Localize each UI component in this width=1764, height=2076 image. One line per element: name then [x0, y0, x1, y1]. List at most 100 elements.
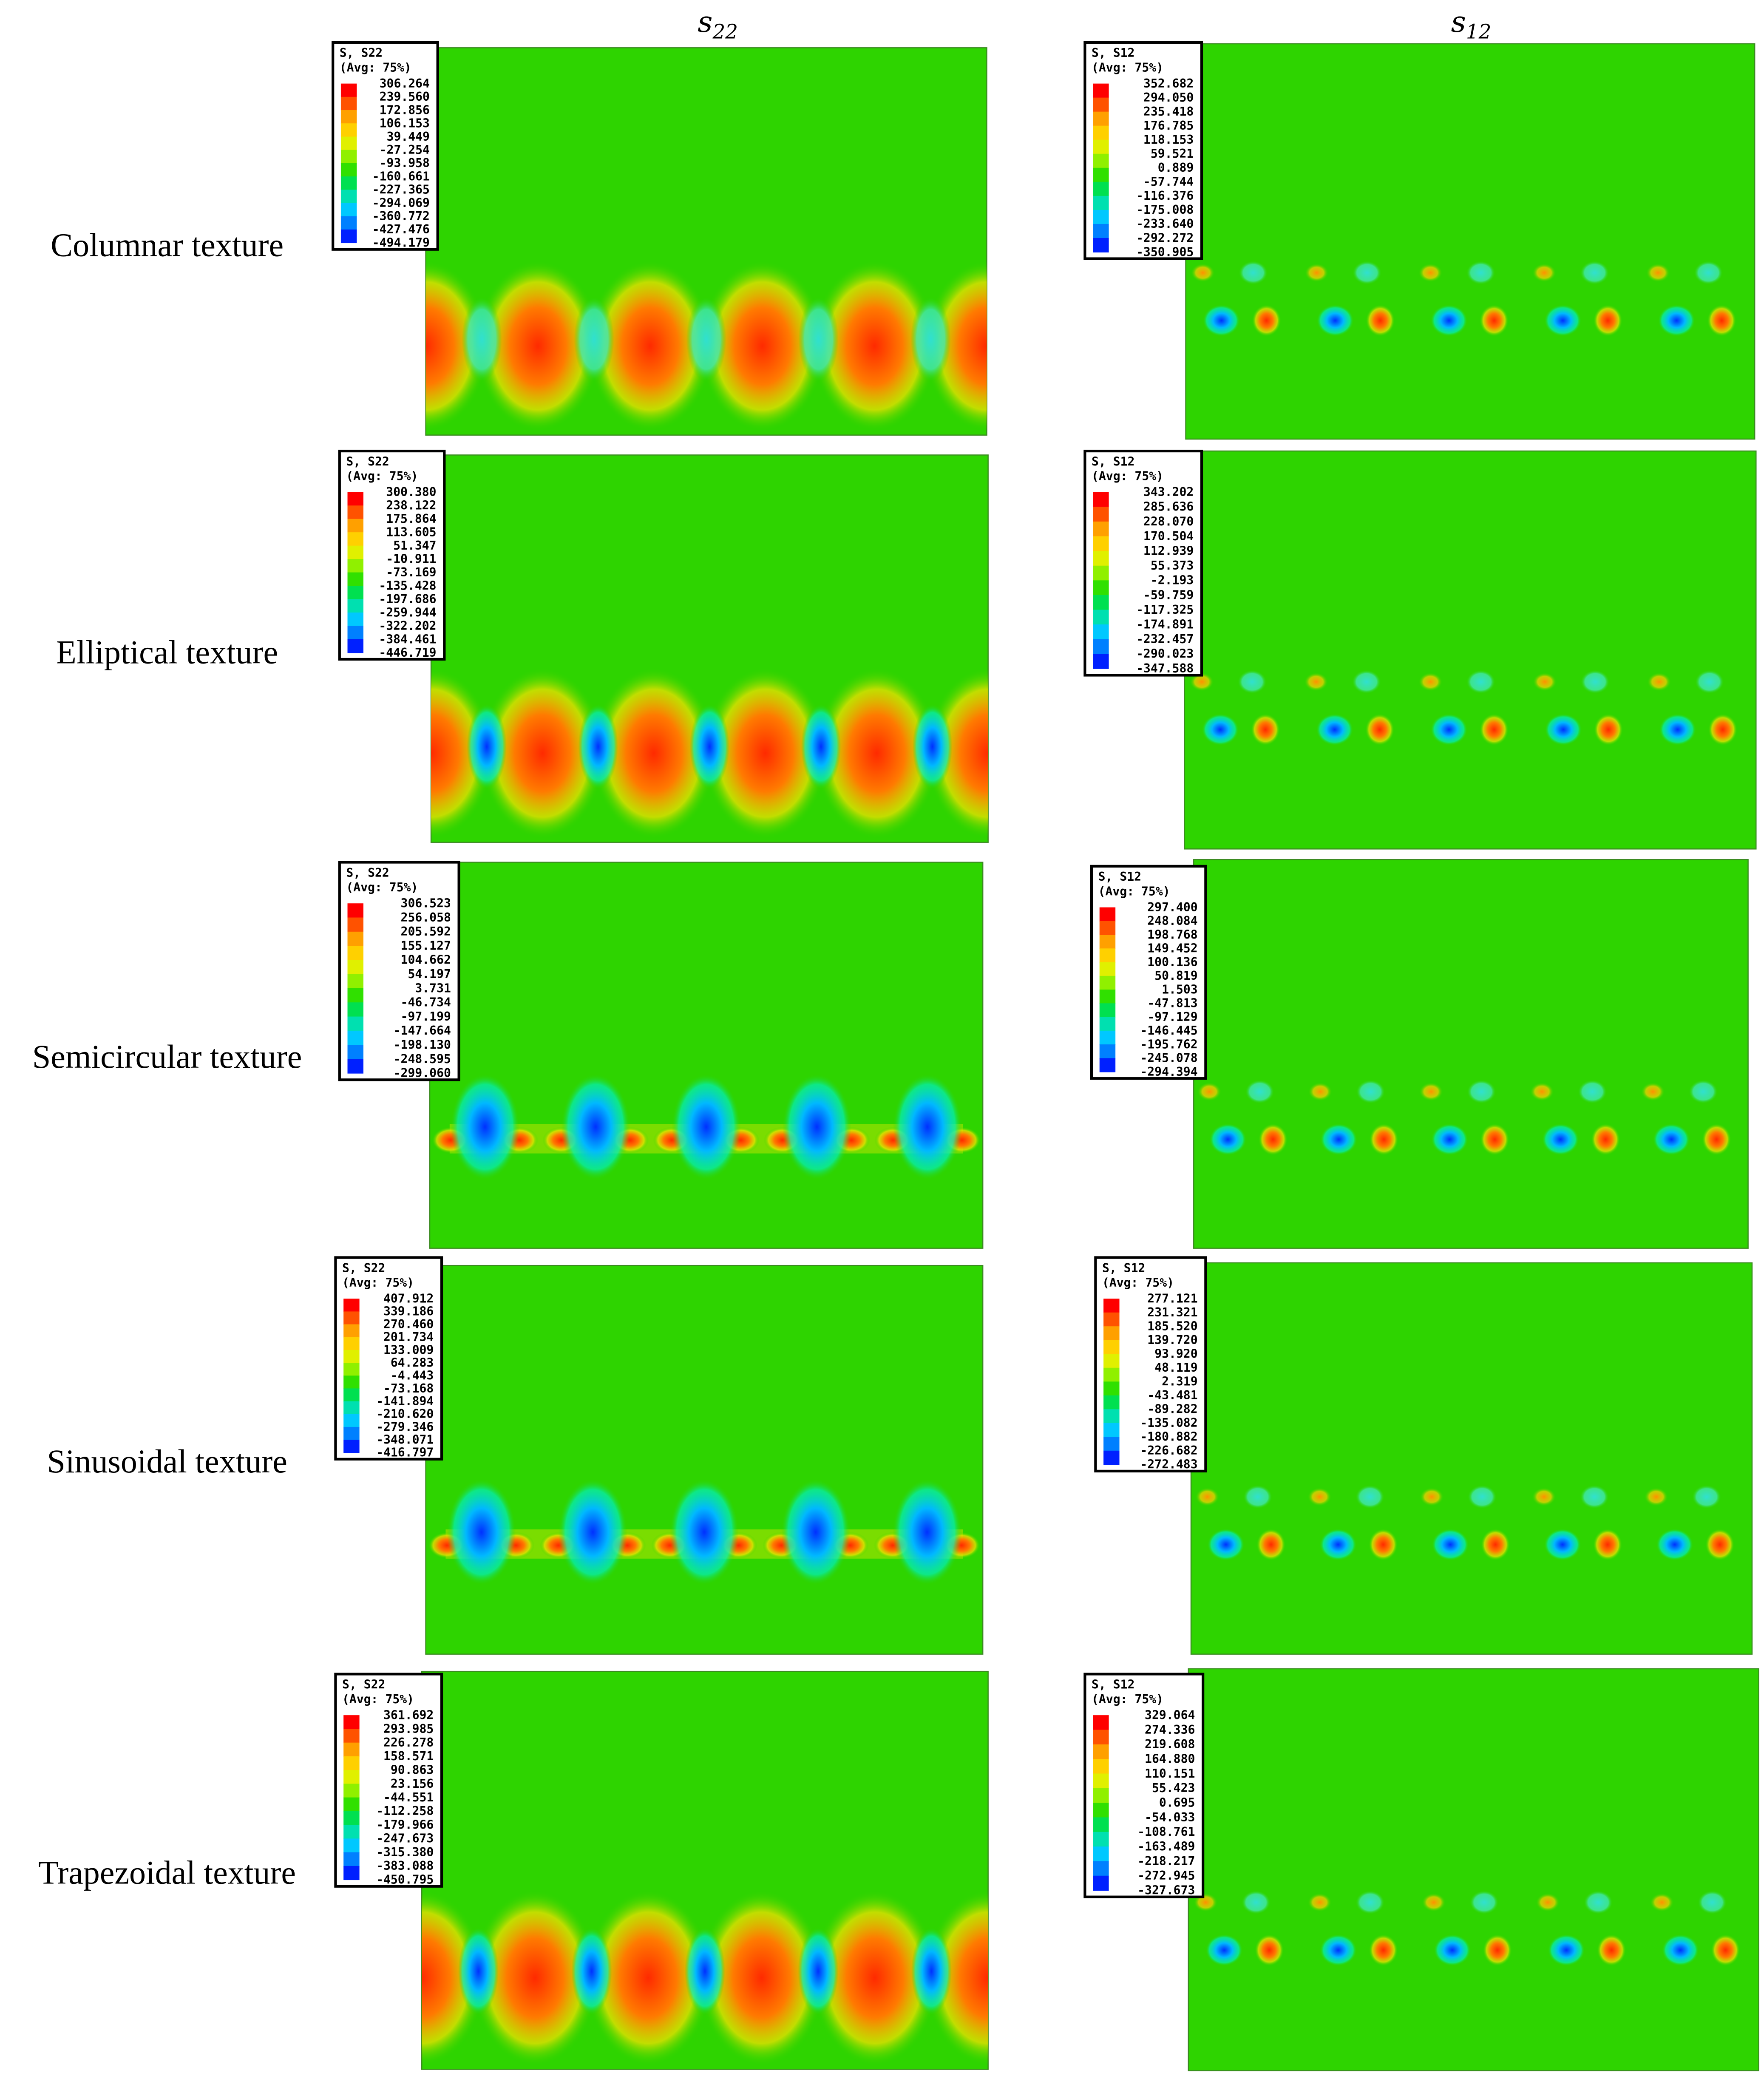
- legend-value: -146.445: [1140, 1024, 1197, 1038]
- shear-spot: [1653, 1123, 1690, 1156]
- color-segment: [347, 639, 363, 653]
- color-segment: [347, 613, 363, 627]
- color-segment: [343, 1414, 360, 1427]
- shear-spot: [1195, 1487, 1219, 1506]
- plot-field: [425, 1265, 984, 1655]
- legend-value: 1.503: [1162, 982, 1198, 996]
- legend-title: S, S22: [342, 1261, 385, 1275]
- legend-value: -232.457: [1136, 632, 1194, 646]
- legend-value: -59.759: [1143, 588, 1194, 602]
- shear-spot: [1202, 713, 1239, 746]
- legend-value: -210.620: [376, 1407, 434, 1421]
- color-segment: [343, 1729, 360, 1743]
- shear-spot: [1256, 1529, 1286, 1561]
- legend-value: -446.719: [379, 646, 436, 660]
- legend: S, S22(Avg: 75%) 306.264239.560172.856106…: [332, 41, 439, 251]
- legend-avg: (Avg: 75%): [1098, 885, 1170, 899]
- shear-spot: [1319, 1934, 1357, 1966]
- legend-value: -43.481: [1147, 1388, 1197, 1402]
- legend-value: -97.129: [1147, 1010, 1197, 1024]
- shear-spot: [1644, 1487, 1668, 1506]
- color-segment: [1093, 624, 1109, 640]
- color-segment: [343, 1784, 360, 1798]
- legend-avg: (Avg: 75%): [346, 469, 418, 483]
- row-label: Elliptical texture: [56, 633, 278, 670]
- stress-notch: [892, 1479, 962, 1585]
- shear-spot: [1258, 1123, 1288, 1156]
- color-segment: [1093, 1875, 1109, 1891]
- legend-value: 228.070: [1143, 514, 1194, 528]
- shear-spot: [1466, 669, 1496, 694]
- legend-value: 175.864: [386, 512, 436, 526]
- shear-spot: [1432, 1529, 1469, 1561]
- color-segment: [1103, 1340, 1120, 1355]
- color-segment: [1099, 990, 1116, 1004]
- stress-lobe: [700, 261, 825, 431]
- legend-value: -46.734: [401, 995, 451, 1010]
- legend: S, S22(Avg: 75%) 407.912339.186270.460201…: [334, 1256, 443, 1461]
- legend-value: -2.193: [1151, 573, 1194, 587]
- header-sub: 22: [712, 20, 738, 43]
- shear-spot: [1466, 261, 1496, 285]
- legend-value: -141.894: [376, 1394, 434, 1408]
- shear-spot: [1365, 713, 1395, 746]
- color-segment: [1103, 1423, 1120, 1438]
- color-segment: [347, 599, 363, 613]
- legend-value: 2.319: [1162, 1375, 1198, 1389]
- shear-spot: [1480, 1529, 1510, 1561]
- legend-value: -135.082: [1140, 1416, 1197, 1430]
- shear-spot: [1207, 1529, 1245, 1561]
- shear-spot: [1365, 304, 1395, 337]
- legend-value: -4.443: [391, 1369, 434, 1383]
- legend-value: 270.460: [383, 1317, 434, 1331]
- shear-spot: [1191, 263, 1215, 282]
- row-label: Semicircular texture: [32, 1038, 302, 1075]
- legend-value: 48.119: [1154, 1361, 1197, 1375]
- shear-spot: [1368, 1529, 1398, 1561]
- legend-value: 139.720: [1147, 1333, 1197, 1347]
- shear-spot: [1580, 261, 1609, 285]
- shear-spot: [1307, 1487, 1332, 1506]
- legend-value: -327.673: [1137, 1883, 1195, 1897]
- color-segment: [1093, 1773, 1109, 1789]
- legend-value: 343.202: [1143, 485, 1194, 499]
- color-segment: [347, 586, 363, 600]
- legend: S, S12(Avg: 75%)297.400248.084198.768149…: [1090, 865, 1207, 1080]
- legend-title: S, S12: [1098, 870, 1141, 884]
- legend-value: -227.365: [372, 183, 430, 197]
- contours: [431, 668, 988, 839]
- legend-value: 112.939: [1143, 544, 1194, 558]
- color-segment: [1103, 1312, 1120, 1327]
- shear-spot: [1304, 672, 1328, 691]
- color-segment: [340, 190, 357, 204]
- shear-spot: [1480, 1123, 1509, 1156]
- shear-spot: [1591, 1123, 1620, 1156]
- stress-notch: [689, 704, 730, 789]
- color-segment: [1099, 1030, 1116, 1045]
- shear-spot: [1205, 1934, 1243, 1966]
- plot-field: [1185, 43, 1755, 440]
- color-segment: [1093, 1730, 1109, 1745]
- contours: [1195, 1485, 1735, 1561]
- legend-value: 285.636: [1143, 500, 1194, 514]
- legend-value: 133.009: [383, 1343, 434, 1357]
- shear-spot: [1708, 713, 1738, 746]
- shear-spot: [1355, 1890, 1385, 1914]
- stress-notch: [462, 297, 502, 382]
- legend-title: S, S12: [1092, 454, 1134, 468]
- color-segment: [1093, 210, 1109, 224]
- shear-spot: [1646, 263, 1670, 282]
- legend-value: -494.179: [372, 235, 430, 250]
- legend-value: -44.551: [383, 1790, 434, 1804]
- color-segment: [347, 545, 363, 560]
- stress-lobe: [703, 668, 828, 839]
- stress-lobe: [812, 261, 937, 431]
- stress-lobe: [812, 1890, 938, 2066]
- shear-spot: [1307, 1893, 1332, 1912]
- legend-value: -160.661: [372, 169, 430, 183]
- stress-lobe: [587, 261, 713, 431]
- legend-value: 158.571: [383, 1749, 434, 1763]
- legend-title: S, S22: [346, 454, 389, 468]
- legend-value: 294.050: [1143, 91, 1194, 105]
